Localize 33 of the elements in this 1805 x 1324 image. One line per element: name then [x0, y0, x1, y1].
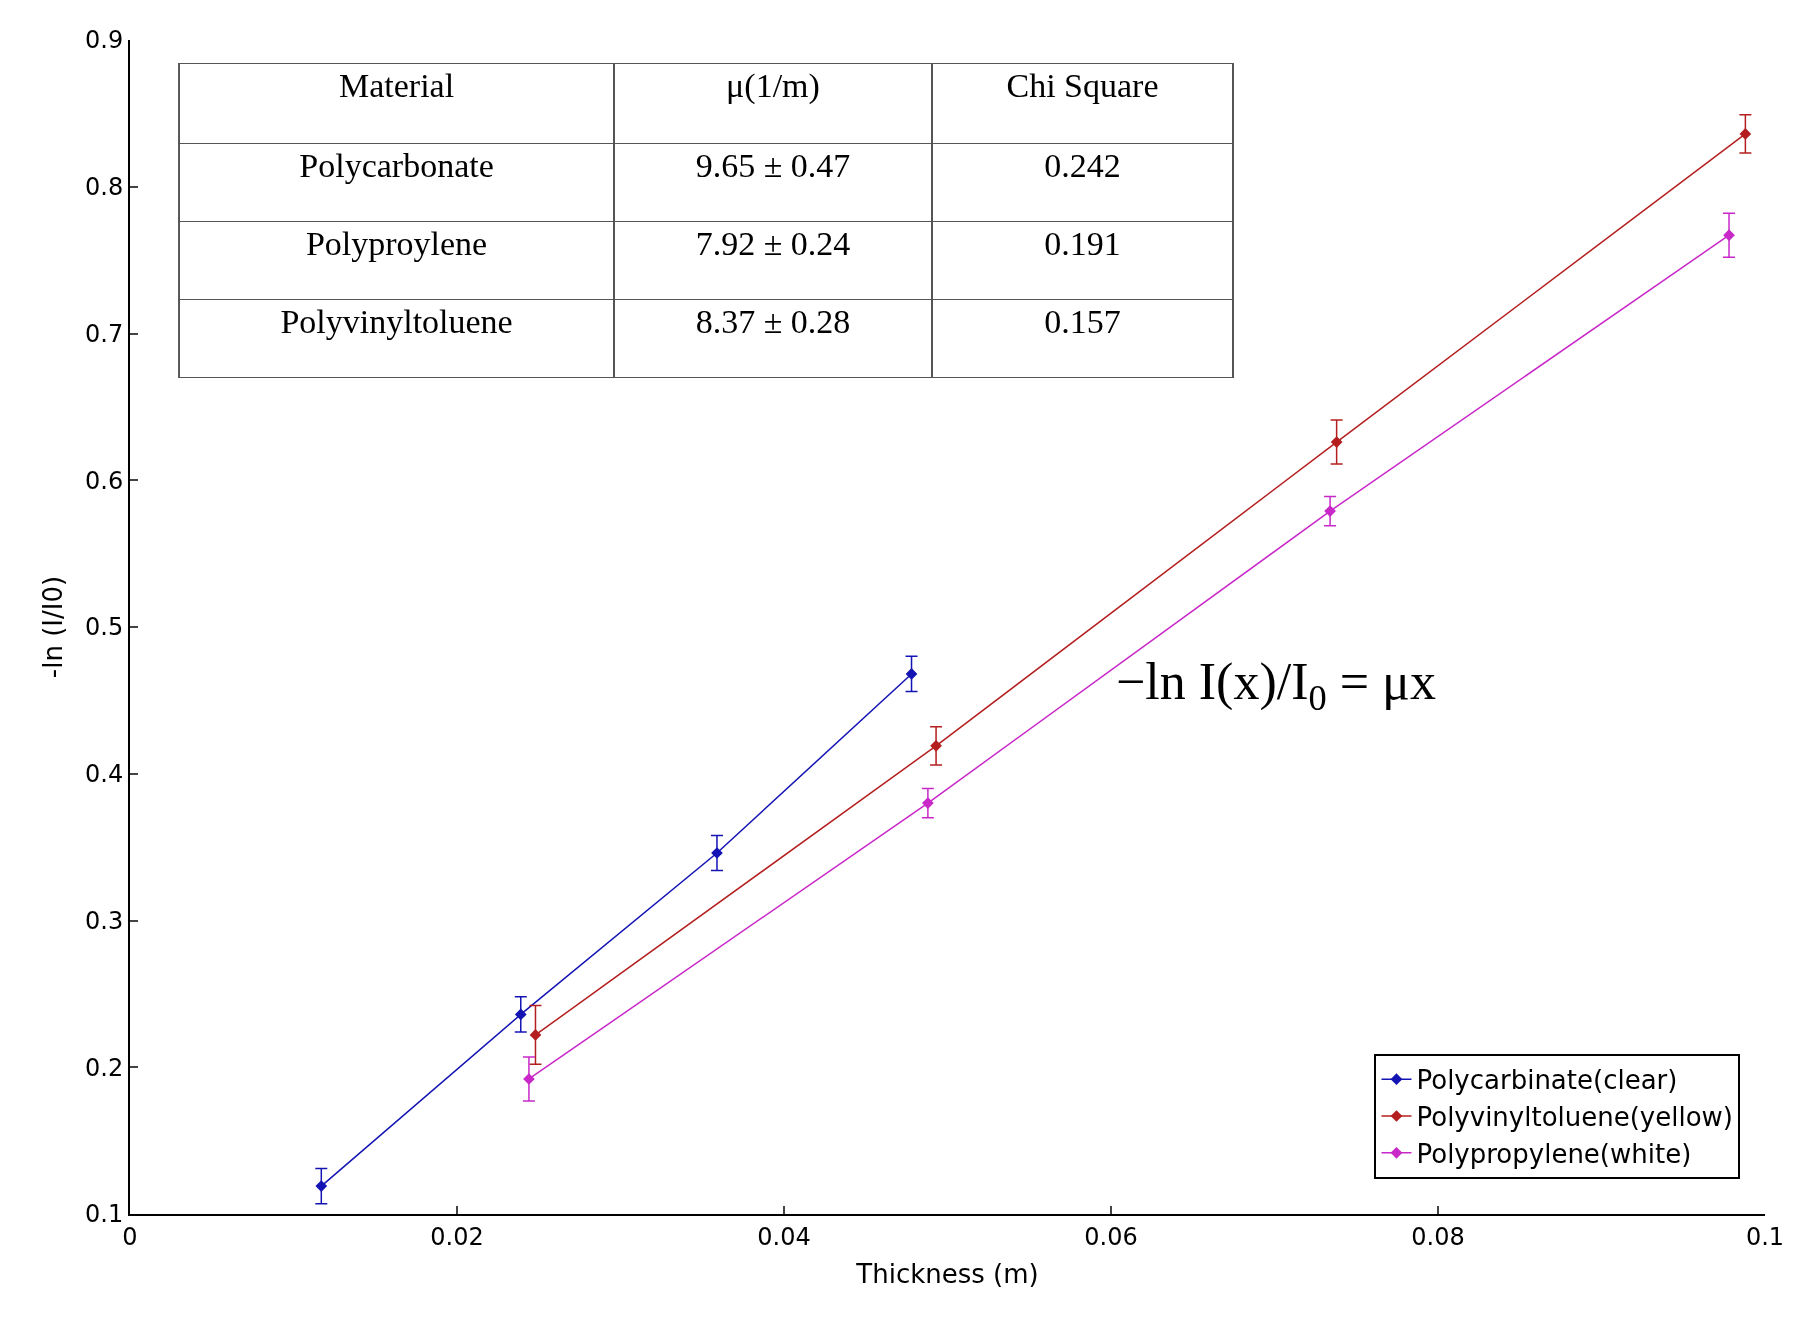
y-tick-label: 0.7: [85, 319, 124, 348]
x-tick-label: 0.1: [1745, 1222, 1785, 1251]
x-axis-title: Thickness (m): [855, 1259, 1039, 1289]
annotation: Chi Square: [1006, 66, 1159, 104]
annotation: 7.92 ± 0.24: [695, 224, 851, 262]
annotation: Polyvinyltoluene: [280, 302, 513, 340]
x-tick-label: 0.06: [1084, 1222, 1138, 1251]
y-tick-label: 0.5: [85, 613, 124, 642]
annotation: Polyproylene: [305, 224, 488, 262]
legend-label: Polyvinyltoluene(yellow): [1416, 1102, 1734, 1133]
annotation: μ(1/m): [726, 66, 820, 105]
annotation: 0.157: [1044, 302, 1121, 340]
y-tick-label: 0.2: [85, 1053, 124, 1082]
y-tick-label: 0.8: [85, 173, 124, 202]
legend-label: Polycarbinate(clear): [1416, 1065, 1678, 1096]
annotation: −ln I(x)/I$_{0}$ = μx: [1116, 653, 1436, 718]
x-tick-label: 0: [122, 1222, 138, 1251]
annotation: Polycarbonate: [299, 146, 494, 184]
annotation: 0.191: [1044, 224, 1121, 262]
y-axis-title: -ln (I/I0): [37, 575, 68, 679]
x-tick-label: 0.04: [757, 1222, 811, 1251]
y-tick-label: 0.6: [85, 466, 124, 495]
y-tick-label: 0.3: [85, 906, 124, 935]
y-tick-label: 0.1: [85, 1200, 124, 1229]
legend-label: Polypropylene(white): [1416, 1138, 1692, 1169]
y-tick-label: 0.9: [85, 26, 124, 55]
x-tick-label: 0.02: [430, 1222, 484, 1251]
annotation: 8.37 ± 0.28: [695, 302, 851, 340]
x-tick-label: 0.08: [1411, 1222, 1465, 1251]
annotation: Material: [338, 66, 455, 104]
annotation: 0.242: [1044, 146, 1121, 184]
annotation: 9.65 ± 0.47: [695, 146, 851, 184]
y-tick-label: 0.4: [85, 760, 124, 789]
